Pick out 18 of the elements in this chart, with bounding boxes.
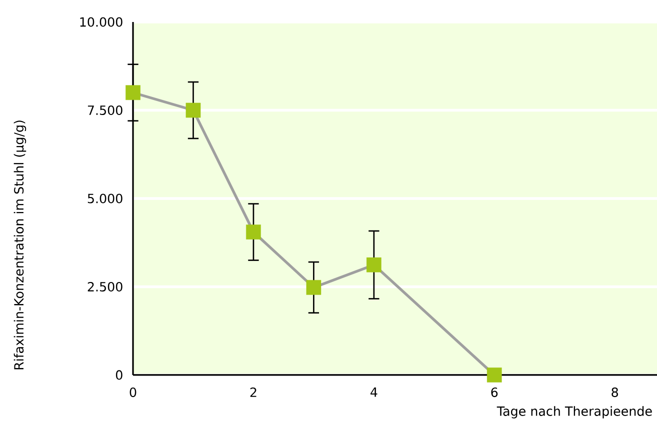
point	[246, 224, 261, 240]
point	[306, 280, 322, 295]
y-tick-label: 5.000	[88, 194, 122, 204]
x-tick-label: 8	[612, 387, 618, 398]
y-tick-label: 2.500	[88, 282, 122, 292]
point	[366, 257, 382, 272]
x-tick-label: 0	[130, 387, 136, 398]
y-tick-label: 0	[116, 370, 122, 380]
point	[126, 85, 140, 100]
x-tick-label: 6	[491, 387, 498, 398]
y-tick-label: 7.500	[88, 105, 122, 116]
y-axis-title: Rifaximin-Konzentration im Stuhl (µg/g)	[14, 120, 26, 370]
x-tick-label: 2	[250, 387, 256, 397]
x-tick-label: 4	[370, 387, 378, 397]
point	[486, 368, 502, 382]
point	[186, 102, 201, 118]
x-axis-title: Tage nach Therapieende	[496, 406, 652, 418]
y-tick-label: 10.000	[80, 17, 122, 27]
